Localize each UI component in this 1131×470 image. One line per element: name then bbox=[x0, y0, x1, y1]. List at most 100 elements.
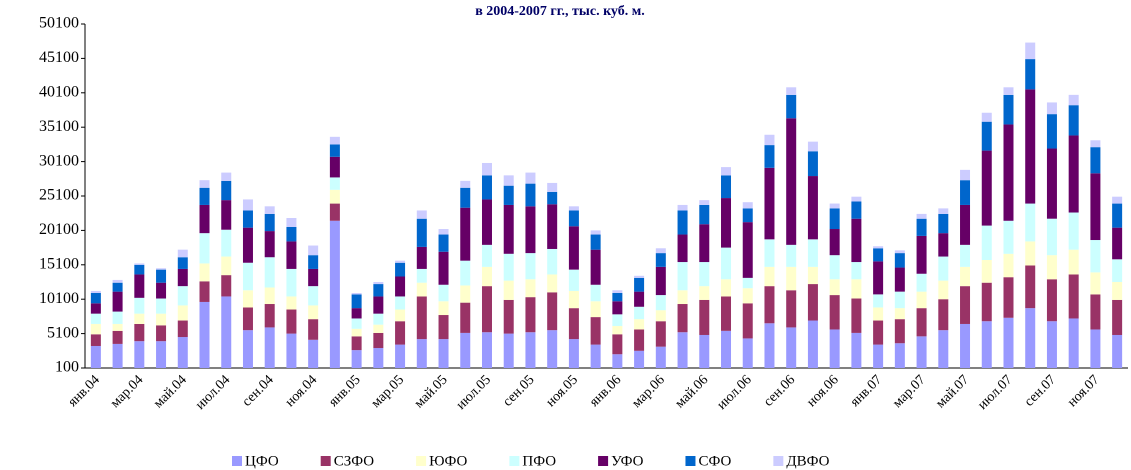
bar-segment bbox=[525, 279, 536, 298]
bar-segment bbox=[438, 234, 449, 252]
bar-segment bbox=[568, 226, 579, 270]
bar-segment bbox=[329, 156, 340, 178]
bar-segment bbox=[1025, 203, 1036, 242]
x-tick-label: ноя.05 bbox=[543, 372, 581, 410]
bar-segment bbox=[416, 268, 427, 283]
bar-segment bbox=[1112, 299, 1123, 335]
bar-segment bbox=[112, 279, 123, 283]
bar-segment bbox=[134, 264, 145, 275]
bar-segment bbox=[481, 199, 492, 245]
bar-segment bbox=[655, 248, 666, 254]
x-tick-label: июл.05 bbox=[454, 372, 494, 412]
bar-segment bbox=[981, 225, 992, 260]
bar-segment bbox=[590, 317, 601, 345]
bar-segment bbox=[1046, 148, 1057, 219]
bar-segment bbox=[916, 308, 927, 337]
bar-segment bbox=[156, 313, 167, 326]
bar-segment bbox=[699, 286, 710, 300]
bar-segment bbox=[1003, 220, 1014, 254]
bar-segment bbox=[525, 172, 536, 184]
bar-segment bbox=[764, 266, 775, 287]
bar-segment bbox=[960, 180, 971, 205]
bar-segment bbox=[655, 346, 666, 368]
bar-segment bbox=[699, 200, 710, 205]
bar-segment bbox=[156, 268, 167, 270]
legend-swatch bbox=[320, 456, 331, 466]
bar-segment bbox=[1025, 241, 1036, 266]
bar-segment bbox=[1112, 196, 1123, 204]
bar-segment bbox=[221, 229, 232, 257]
bar-segment bbox=[416, 296, 427, 340]
bar-segment bbox=[395, 309, 406, 322]
bar-segment bbox=[547, 274, 558, 293]
bar-segment bbox=[503, 204, 514, 254]
bar-segment bbox=[1090, 240, 1101, 273]
bar-segment bbox=[264, 206, 275, 214]
bar-segment bbox=[916, 213, 927, 219]
bar-segment bbox=[612, 293, 623, 302]
bar-segment bbox=[199, 180, 210, 188]
bar-segment bbox=[395, 344, 406, 368]
legend-label: УФО bbox=[611, 453, 644, 469]
y-tick-label: 100 bbox=[55, 359, 79, 376]
x-tick-label: янв.06 bbox=[587, 372, 625, 410]
bar-segment bbox=[460, 260, 471, 286]
bar-segment bbox=[547, 191, 558, 205]
bar-segment bbox=[851, 196, 862, 202]
bar-segment bbox=[1046, 279, 1057, 322]
bar-segment bbox=[156, 269, 167, 283]
x-tick-label: мар.06 bbox=[629, 372, 668, 411]
bar-segment bbox=[786, 118, 797, 245]
bar-segment bbox=[547, 204, 558, 249]
bar-segment bbox=[612, 290, 623, 294]
bar-segment bbox=[1025, 59, 1036, 90]
bar-segment bbox=[1046, 114, 1057, 149]
bar-segment bbox=[90, 323, 101, 335]
bar-segment bbox=[525, 183, 536, 207]
bar-segment bbox=[351, 318, 362, 329]
bar-segment bbox=[764, 145, 775, 168]
bar-segment bbox=[134, 297, 145, 314]
bar-segment bbox=[481, 266, 492, 287]
legend-swatch bbox=[416, 456, 427, 466]
bar-segment bbox=[1068, 105, 1079, 136]
bar-segment bbox=[460, 187, 471, 208]
bar-segment bbox=[981, 121, 992, 151]
bar-segment bbox=[1003, 94, 1014, 125]
bar-segment bbox=[807, 266, 818, 285]
x-tick-label: янв.05 bbox=[326, 372, 364, 410]
bar-segment bbox=[721, 296, 732, 331]
bar-segment bbox=[655, 310, 666, 322]
x-tick-label: май.04 bbox=[151, 372, 190, 411]
bar-segment bbox=[764, 167, 775, 240]
bar-segment bbox=[807, 176, 818, 240]
bar-segment bbox=[590, 234, 601, 250]
bar-segment bbox=[525, 332, 536, 368]
x-tick-label: ноя.06 bbox=[804, 372, 842, 410]
bar-segment bbox=[807, 151, 818, 177]
bar-segment bbox=[286, 241, 297, 269]
bar-segment bbox=[525, 206, 536, 254]
bar-segment bbox=[699, 262, 710, 287]
bar-segment bbox=[786, 244, 797, 267]
y-tick-label: 20100 bbox=[39, 221, 79, 238]
bar-segment bbox=[351, 336, 362, 351]
bar-segment bbox=[568, 206, 579, 211]
bar-segment bbox=[90, 293, 101, 304]
bar-segment bbox=[351, 308, 362, 319]
bar-segment bbox=[590, 249, 601, 285]
bar-segment bbox=[568, 269, 579, 291]
bar-segment bbox=[1046, 255, 1057, 280]
bar-segment bbox=[460, 285, 471, 303]
y-tick-label: 35100 bbox=[39, 118, 79, 135]
bar-segment bbox=[938, 208, 949, 214]
bar-segment bbox=[873, 320, 884, 345]
bar-segment bbox=[829, 329, 840, 368]
bar-segment bbox=[416, 218, 427, 247]
bar-segment bbox=[634, 275, 645, 278]
bar-segment bbox=[677, 204, 688, 211]
x-tick-label: сен.07 bbox=[1022, 372, 1059, 409]
bar-segment bbox=[503, 280, 514, 300]
bar-segment bbox=[1090, 140, 1101, 148]
bar-segment bbox=[308, 305, 319, 320]
